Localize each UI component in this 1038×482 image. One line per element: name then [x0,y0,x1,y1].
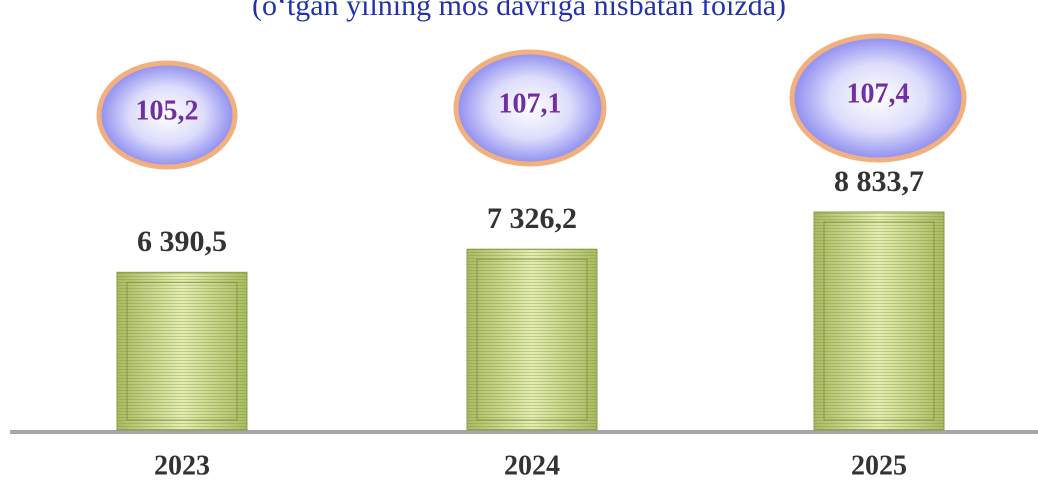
bar-stripes [467,249,597,430]
value-label: 7 326,2 [487,202,577,235]
growth-label: 107,1 [499,88,562,119]
value-label: 8 833,7 [834,165,924,198]
growth-ellipse [789,33,967,163]
x-tick-label: 2025 [851,450,907,481]
bar-bevel [823,221,935,421]
bar-stripes [814,212,944,430]
subtitle: (o‘tgan yilning mos davriga nisbatan foi… [252,0,786,22]
growth-label: 107,4 [847,78,910,109]
bar-stripes [117,272,247,430]
bar-bevel [476,258,588,421]
x-tick-label: 2023 [154,450,210,481]
x-tick-label: 2024 [504,450,560,481]
bar-bevel [126,281,238,421]
growth-ellipse [96,60,238,170]
growth-label: 105,2 [136,95,199,126]
value-label: 6 390,5 [137,225,227,258]
growth-ellipse [453,49,607,167]
